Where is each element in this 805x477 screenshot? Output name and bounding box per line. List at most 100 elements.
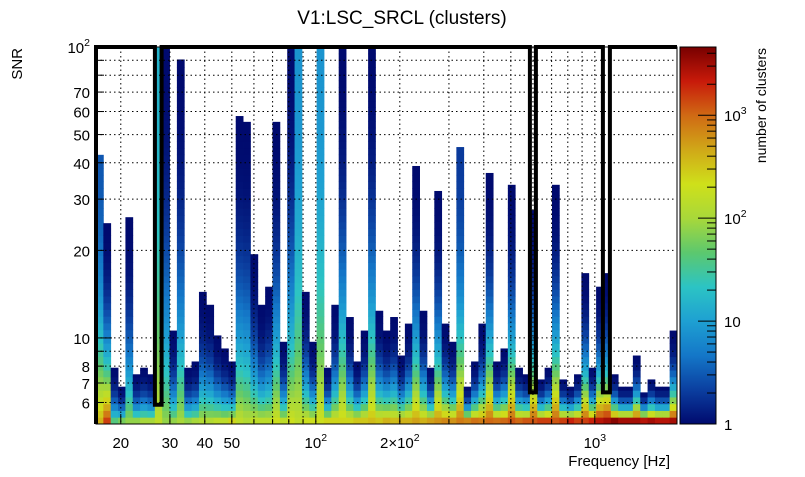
heatmap-cell [323, 403, 332, 411]
heatmap-cell [287, 376, 295, 385]
heatmap-cell [294, 87, 303, 95]
heatmap-cell [235, 208, 244, 216]
heatmap-cell [507, 222, 516, 230]
heatmap-cell [353, 397, 362, 405]
heatmap-cell [331, 390, 340, 398]
heatmap-cell [338, 296, 347, 304]
heatmap-cell [294, 316, 303, 324]
heatmap-cell [610, 417, 619, 424]
heatmap-cell [662, 397, 671, 405]
heatmap-cell [132, 410, 141, 418]
heatmap-cell [176, 161, 185, 169]
heatmap-cell [375, 310, 384, 317]
heatmap-cell [154, 53, 163, 61]
heatmap-cell [235, 134, 244, 142]
heatmap-cell [176, 114, 185, 122]
heatmap-cell [125, 222, 134, 230]
heatmap-cell [191, 383, 200, 391]
heatmap-cell [368, 275, 376, 284]
heatmap-cell [456, 349, 465, 358]
heatmap-cell [669, 330, 677, 337]
heatmap-cell [338, 349, 347, 358]
heatmap-cell [515, 367, 523, 371]
heatmap-cell [162, 343, 170, 351]
heatmap-cell [368, 174, 376, 183]
heatmap-cell [368, 100, 376, 108]
heatmap-cell [103, 349, 112, 358]
heatmap-cell [287, 269, 295, 277]
heatmap-cell [478, 336, 487, 344]
heatmap-cell [265, 410, 273, 418]
heatmap-cell [154, 349, 163, 358]
heatmap-cell [110, 410, 119, 418]
heatmap-cell [522, 376, 531, 385]
heatmap-cell [154, 127, 163, 135]
heatmap-cell [147, 374, 156, 378]
heatmap-cell [96, 383, 104, 391]
heatmap-cell [243, 309, 251, 317]
heatmap-cell [493, 417, 501, 424]
heatmap-cell [272, 235, 281, 243]
y-tick-label: 30 [73, 192, 90, 209]
heatmap-cell [368, 87, 376, 95]
heatmap-cell [162, 349, 170, 358]
heatmap-cell [456, 269, 465, 277]
heatmap-cell [154, 282, 163, 290]
heatmap-cell [176, 282, 185, 290]
heatmap-cell [338, 403, 347, 411]
heatmap-cell [132, 376, 141, 385]
heatmap-cell [206, 356, 215, 364]
heatmap-cell [176, 127, 185, 135]
heatmap-cell [551, 215, 560, 223]
heatmap-cell [331, 363, 340, 371]
heatmap-cell [559, 379, 568, 384]
heatmap-cell [566, 410, 575, 418]
heatmap-cell [257, 323, 266, 331]
heatmap-cell [125, 217, 134, 223]
heatmap-cell [198, 417, 207, 424]
heatmap-cell [640, 410, 648, 418]
heatmap-cell [294, 397, 303, 405]
heatmap-cell [456, 323, 465, 331]
heatmap-cell [529, 235, 538, 243]
heatmap-cell [338, 390, 347, 398]
heatmap-cell [515, 370, 523, 378]
heatmap-cell [478, 349, 487, 358]
heatmap-cell [537, 383, 546, 391]
heatmap-cell [162, 188, 170, 196]
heatmap-cell [287, 53, 295, 61]
heatmap-cell [478, 356, 487, 364]
heatmap-cell [581, 397, 590, 405]
heatmap-cell [294, 255, 303, 263]
heatmap-cell [456, 201, 465, 209]
heatmap-cell [368, 80, 376, 88]
heatmap-cell [176, 181, 185, 189]
heatmap-cell [316, 181, 325, 189]
heatmap-cell [551, 208, 560, 216]
heatmap-cell [375, 349, 384, 358]
heatmap-cell [596, 356, 604, 364]
heatmap-cell [169, 330, 178, 337]
heatmap-cell [471, 370, 479, 378]
heatmap-cell [544, 417, 553, 424]
heatmap-cell [441, 397, 450, 405]
heatmap-cell [294, 370, 303, 378]
heatmap-cell [301, 316, 310, 324]
heatmap-cell [316, 417, 325, 424]
heatmap-cell [294, 107, 303, 115]
heatmap-cell [581, 329, 590, 337]
heatmap-cell [338, 107, 347, 115]
heatmap-cell [588, 417, 597, 424]
heatmap-cell [272, 289, 281, 297]
heatmap-cell [404, 410, 413, 418]
heatmap-cell [537, 417, 546, 424]
heatmap-cell [198, 329, 207, 337]
heatmap-cell [294, 127, 303, 135]
heatmap-cell [169, 370, 178, 378]
heatmap-cell [449, 410, 457, 418]
heatmap-cell [125, 390, 134, 398]
heatmap-cell [243, 134, 251, 142]
y-tick-label: 7 [82, 376, 90, 393]
heatmap-cell [103, 390, 112, 398]
heatmap-cell [529, 383, 538, 391]
